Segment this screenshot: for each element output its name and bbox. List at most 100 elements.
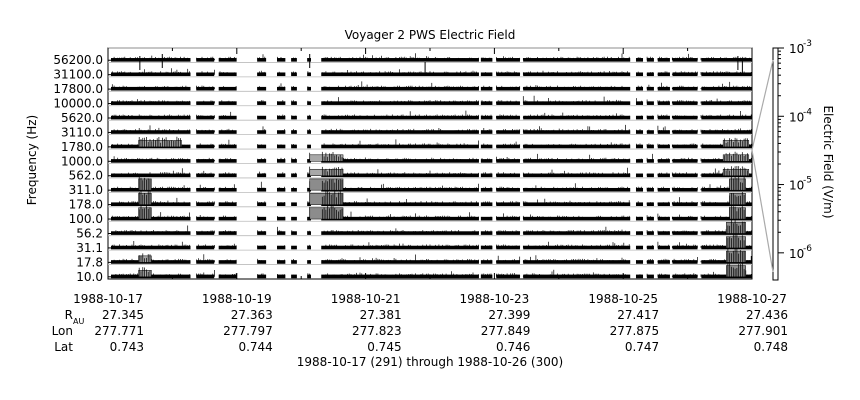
channel-band <box>108 62 752 77</box>
channel-baseline <box>111 130 191 134</box>
channel-baseline <box>291 58 297 62</box>
channel-baseline <box>218 72 237 77</box>
channel-baseline <box>196 159 215 163</box>
emission-block <box>309 193 344 205</box>
emission-block <box>309 178 344 191</box>
channel-baseline <box>321 159 479 163</box>
channel-band <box>108 76 752 91</box>
channel-band <box>108 175 752 192</box>
channel-baseline <box>523 58 631 62</box>
channel-spikes <box>111 233 752 248</box>
x-tick-label: 1988-10-25 <box>588 292 658 306</box>
channel-baseline <box>111 86 191 91</box>
ephemeris-value: 277.771 <box>94 324 144 338</box>
channel-baseline <box>657 144 670 149</box>
channel-baseline <box>218 260 237 264</box>
channel-baseline <box>321 58 479 62</box>
channel-baseline <box>480 274 493 279</box>
ephemeris-value: 27.399 <box>488 308 530 322</box>
ephemeris-value: 277.849 <box>481 324 531 338</box>
channel-baseline <box>657 216 670 221</box>
ephemeris-row-label: Lat <box>54 340 73 354</box>
channel-baseline <box>291 231 297 235</box>
colorbar-title: Electric Field (V/m) <box>821 105 835 218</box>
channel-spikes <box>111 95 752 104</box>
colorbar-tick-label: 10 <box>789 179 804 193</box>
channel-baseline <box>496 187 520 192</box>
y-tick-label: 178.0 <box>69 198 103 212</box>
channel-band <box>108 134 752 149</box>
colorbar-connector <box>751 149 774 273</box>
channel-baseline <box>291 260 297 264</box>
channel-baseline <box>657 58 670 62</box>
emission-block <box>729 193 746 205</box>
channel-baseline <box>321 86 479 91</box>
channel-spikes <box>111 81 752 90</box>
y-tick-label: 311.0 <box>69 183 103 197</box>
emission-block <box>722 140 750 148</box>
channel-baseline <box>218 274 237 279</box>
channel-baseline <box>196 115 215 120</box>
y-tick-label: 10000.0 <box>53 97 103 111</box>
emission-block <box>726 236 746 249</box>
channel-baseline <box>218 245 237 250</box>
channel-baseline <box>635 187 644 192</box>
x-tick-label: 1988-10-23 <box>460 292 530 306</box>
channel-baseline <box>307 144 311 149</box>
channel-band <box>108 204 752 221</box>
channel-baseline <box>635 58 644 62</box>
channel-baseline <box>321 274 479 279</box>
channel-baseline <box>635 216 644 221</box>
y-tick-label: 100.0 <box>69 212 103 226</box>
channel-baseline <box>291 274 297 279</box>
channel-baseline <box>218 86 237 91</box>
channel-baseline <box>701 187 752 192</box>
channel-band <box>108 47 752 62</box>
colorbar-tick-exponent: -4 <box>803 107 812 117</box>
emission-block <box>726 221 746 234</box>
emission-block <box>726 250 746 263</box>
x-axis-title: 1988-10-17 (291) through 1988-10-26 (300… <box>297 355 563 369</box>
channel-baseline <box>218 130 237 134</box>
channel-baseline <box>321 72 479 77</box>
emission-block <box>309 154 344 162</box>
channel-baseline <box>321 202 479 207</box>
channel-band <box>108 90 752 105</box>
ephemeris-value: 277.875 <box>610 324 660 338</box>
channel-baseline <box>635 274 644 279</box>
channel-baseline <box>496 216 520 221</box>
channel-baseline <box>657 260 670 264</box>
channel-baseline <box>291 144 297 149</box>
channel-baseline <box>496 86 520 91</box>
channel-band <box>108 233 752 250</box>
channel-baseline <box>657 245 670 250</box>
channel-baseline <box>291 245 297 250</box>
x-tick-label: 1988-10-17 <box>73 292 143 306</box>
ephemeris-row-label-sub: AU <box>73 317 84 326</box>
y-tick-label: 1000.0 <box>61 154 103 168</box>
y-tick-label: 1780.0 <box>61 140 103 154</box>
channel-baseline <box>307 86 311 91</box>
channel-spikes <box>111 136 752 147</box>
channel-baseline <box>480 173 493 178</box>
channel-baseline <box>523 245 631 250</box>
channel-baseline <box>307 130 311 134</box>
ephemeris-value: 27.436 <box>746 308 788 322</box>
channel-baseline <box>480 159 493 163</box>
ephemeris-value: 0.748 <box>754 340 788 354</box>
channel-baseline <box>218 216 237 221</box>
channel-baseline <box>496 231 520 235</box>
channel-baseline <box>307 58 311 62</box>
channel-baseline <box>523 86 631 91</box>
channel-baseline <box>111 173 191 178</box>
y-tick-label: 3110.0 <box>61 125 103 139</box>
emission-block <box>722 168 750 176</box>
channel-baseline <box>657 86 670 91</box>
channel-baseline <box>307 187 311 192</box>
channel-baseline <box>196 58 215 62</box>
channel-baseline <box>218 187 237 192</box>
y-axis-title: Frequency (Hz) <box>25 115 39 206</box>
channel-baseline <box>111 115 191 120</box>
channel-baseline <box>635 72 644 77</box>
ephemeris-value: 0.747 <box>625 340 659 354</box>
